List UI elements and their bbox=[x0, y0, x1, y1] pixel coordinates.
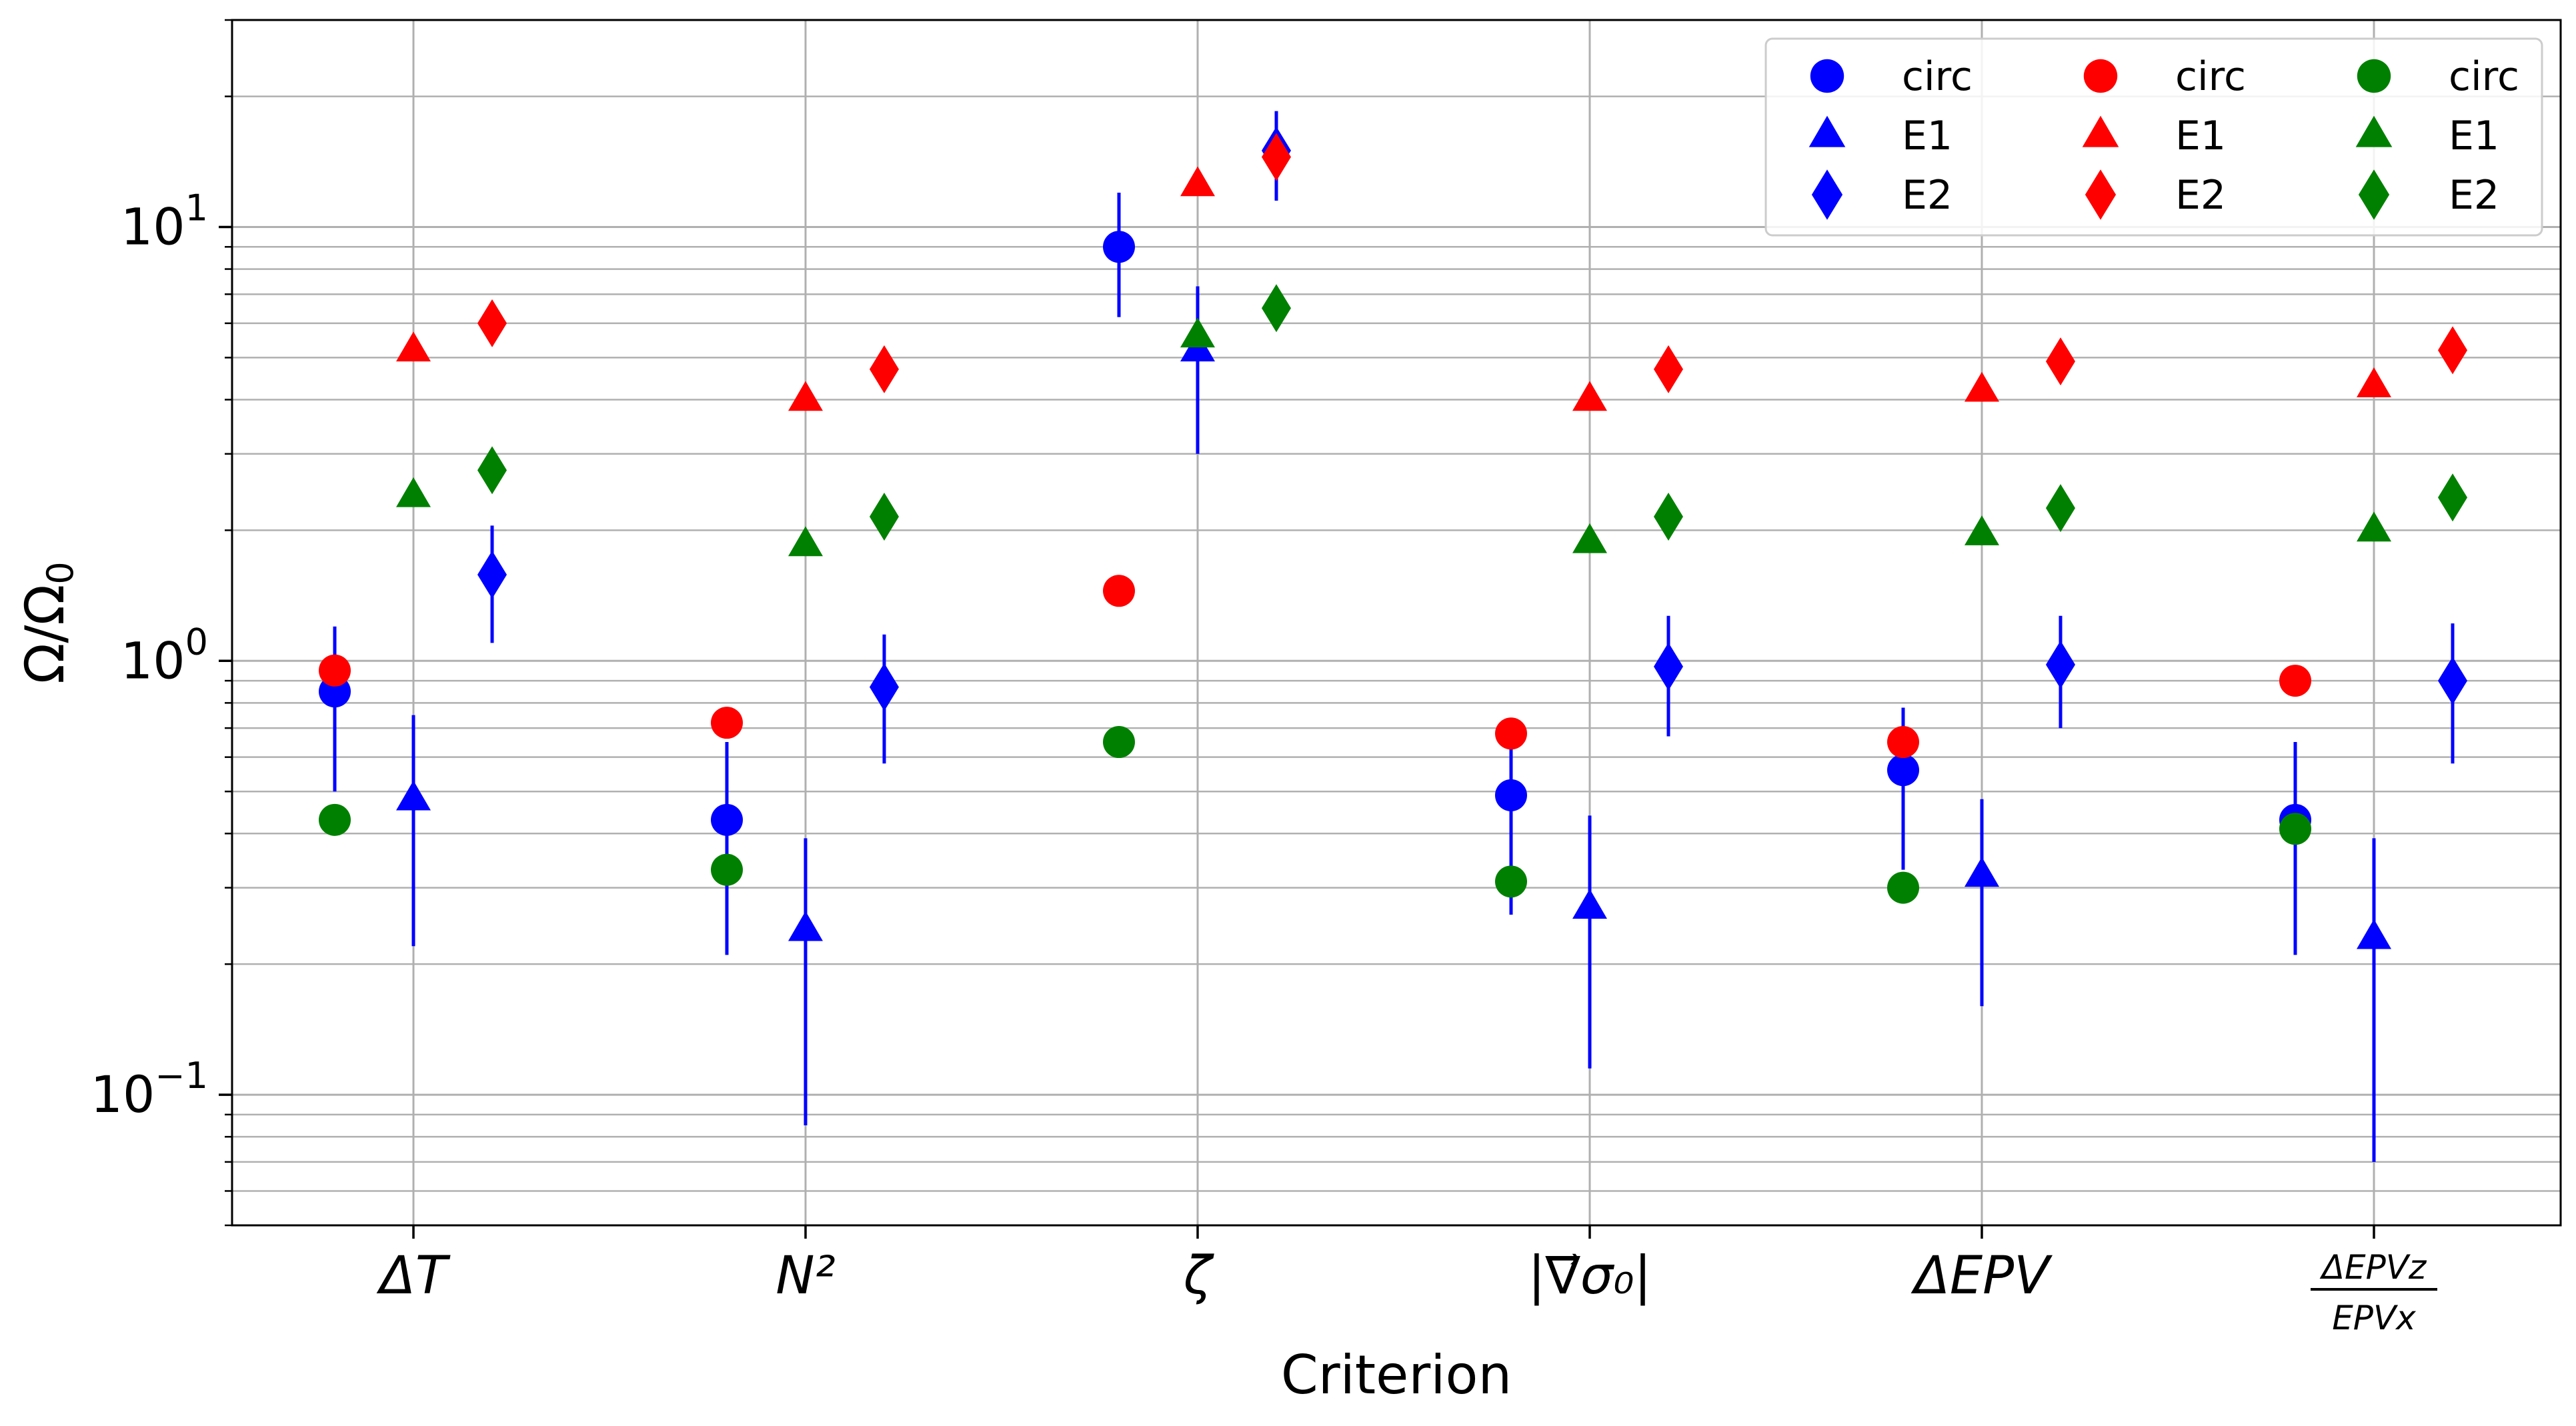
data-point bbox=[1572, 523, 1607, 553]
svg-text:ΔEPVz: ΔEPVz bbox=[2319, 1248, 2427, 1287]
data-point bbox=[711, 803, 743, 836]
y-axis-label-subscript: 0 bbox=[39, 561, 81, 584]
data-point bbox=[2357, 511, 2391, 542]
x-tick-label: N² bbox=[776, 1246, 836, 1306]
tick-layer: 10−1 100 101 ΔT N² ζ |∇⃗σ₀| ΔEPV ΔEPVz EPVx bbox=[91, 19, 2437, 1337]
y-tick-label: 10−1 bbox=[91, 1055, 208, 1124]
data-point bbox=[1965, 371, 1999, 402]
data-point bbox=[396, 331, 431, 362]
legend-label: E2 bbox=[2449, 172, 2499, 219]
x-tick-label: ΔT bbox=[376, 1246, 450, 1306]
data-point bbox=[1262, 133, 1291, 181]
data-point bbox=[1965, 857, 1999, 887]
legend-marker bbox=[2083, 59, 2118, 93]
legend: circ E1 E2 circ E1 E2 circ E1 E2 bbox=[1764, 37, 2543, 237]
data-point bbox=[1887, 754, 1919, 787]
data-point bbox=[711, 853, 743, 886]
legend-marker bbox=[2082, 115, 2119, 147]
data-point bbox=[2438, 473, 2467, 522]
data-point bbox=[1495, 717, 1527, 750]
legend-marker bbox=[2358, 169, 2390, 220]
data-point bbox=[396, 780, 431, 811]
data-point bbox=[1965, 515, 1999, 545]
data-point bbox=[2357, 919, 2391, 949]
data-point bbox=[396, 477, 431, 507]
data-point bbox=[788, 526, 823, 557]
y-tick-label: 101 bbox=[121, 187, 208, 257]
data-point bbox=[1180, 317, 1215, 348]
legend-marker bbox=[1811, 169, 1843, 220]
data-point bbox=[477, 446, 507, 495]
data-point bbox=[2357, 367, 2391, 397]
legend-label: E2 bbox=[1902, 172, 1953, 219]
data-point bbox=[870, 492, 899, 541]
x-axis-label: Criterion bbox=[1281, 1344, 1512, 1406]
data-point bbox=[1654, 345, 1683, 393]
data-point bbox=[788, 381, 823, 411]
legend-label: circ bbox=[2449, 53, 2519, 100]
legend-marker bbox=[1810, 59, 1844, 93]
data-point bbox=[2046, 484, 2075, 533]
plot-frame bbox=[231, 19, 2562, 1227]
data-point bbox=[711, 707, 743, 739]
data-point bbox=[319, 803, 351, 836]
data-point bbox=[1572, 381, 1607, 411]
x-tick-label: ΔEPV bbox=[1910, 1246, 2053, 1306]
legend-entries: circ E1 E2 circ E1 E2 circ E1 E2 bbox=[1808, 53, 2519, 220]
legend-frame bbox=[1764, 37, 2543, 237]
data-point bbox=[2279, 813, 2311, 845]
grid-layer bbox=[232, 19, 2561, 1227]
legend-label: E1 bbox=[1902, 113, 1953, 159]
marker-layer bbox=[319, 126, 2467, 949]
svg-text:EPVx: EPVx bbox=[2332, 1299, 2416, 1337]
x-tick-label: ΔEPVz EPVx bbox=[2311, 1248, 2437, 1337]
x-tick-label: ζ bbox=[1183, 1246, 1215, 1306]
data-point bbox=[2046, 337, 2075, 386]
data-point bbox=[477, 299, 507, 347]
data-point bbox=[1495, 779, 1527, 811]
x-tick-label: |∇⃗σ₀| bbox=[1528, 1246, 1651, 1306]
legend-label: circ bbox=[2175, 53, 2246, 100]
legend-marker bbox=[2357, 59, 2391, 93]
data-point bbox=[870, 345, 899, 393]
data-point bbox=[1572, 889, 1607, 919]
legend-label: E1 bbox=[2449, 113, 2499, 159]
data-point bbox=[1103, 726, 1135, 759]
data-point bbox=[2046, 641, 2075, 689]
legend-marker bbox=[2355, 115, 2393, 147]
legend-label: E1 bbox=[2175, 113, 2226, 159]
data-point bbox=[1103, 231, 1135, 263]
data-point bbox=[1180, 166, 1215, 197]
data-point bbox=[1887, 871, 1919, 904]
data-point bbox=[319, 654, 351, 687]
data-point bbox=[1887, 726, 1919, 759]
data-point bbox=[1262, 284, 1291, 333]
data-point bbox=[1495, 865, 1527, 898]
legend-label: circ bbox=[1902, 53, 1973, 100]
data-point bbox=[2438, 326, 2467, 375]
data-point bbox=[1654, 492, 1683, 541]
legend-marker bbox=[2085, 169, 2117, 220]
legend-marker bbox=[1808, 115, 1846, 147]
y-axis-label: Ω/Ω0 bbox=[14, 561, 81, 684]
data-point bbox=[1103, 575, 1135, 607]
data-point bbox=[477, 551, 507, 599]
data-point bbox=[1654, 642, 1683, 691]
data-point bbox=[2279, 665, 2311, 697]
y-tick-label: 100 bbox=[121, 621, 208, 690]
legend-label: E2 bbox=[2175, 172, 2226, 219]
y-axis-label-main: Ω/Ω bbox=[14, 585, 76, 684]
data-point bbox=[2438, 657, 2467, 705]
data-point bbox=[788, 911, 823, 941]
data-point bbox=[870, 663, 899, 711]
